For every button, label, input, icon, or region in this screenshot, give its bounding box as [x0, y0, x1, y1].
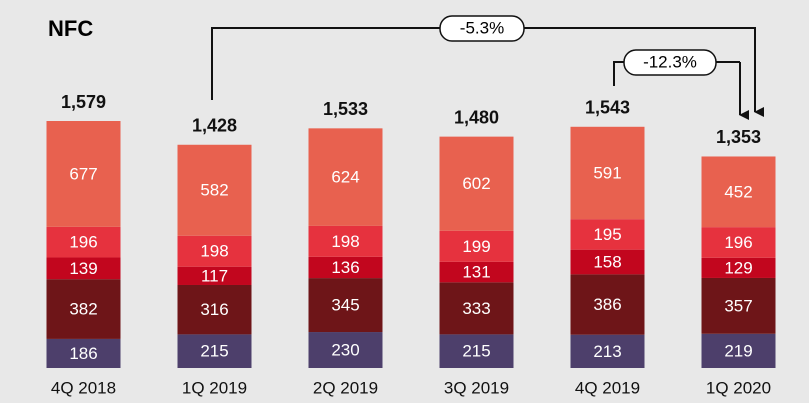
total-label: 1,533: [323, 99, 368, 119]
x-tick-label: 4Q 2019: [575, 378, 640, 397]
bar-segment: [308, 128, 383, 226]
bar-segment: [46, 338, 121, 368]
segment-label: 198: [200, 242, 228, 261]
segment-label: 215: [200, 342, 228, 361]
annotation-box: [623, 49, 717, 76]
bar-segment: [308, 278, 383, 333]
bar-segment: [439, 230, 514, 262]
x-tick-label: 3Q 2019: [444, 378, 509, 397]
bar-segment: [308, 225, 383, 257]
annotation: -5.3%: [460, 18, 504, 37]
segment-label: 357: [724, 296, 752, 315]
bar-segment: [701, 333, 776, 368]
bar-segment: [46, 121, 121, 227]
bar-segment: [46, 226, 121, 258]
segment-label: 382: [69, 300, 97, 319]
bar-segment: [177, 284, 252, 335]
segment-label: 333: [462, 299, 490, 318]
bar-segment: [701, 227, 776, 258]
total-label: 1,579: [61, 92, 106, 112]
bar-segment: [439, 282, 514, 335]
bar-segment: [701, 277, 776, 334]
segment-label: 195: [593, 225, 621, 244]
bar-segment: [570, 274, 645, 335]
chart-title: NFC: [48, 16, 93, 41]
total-label: 1,353: [716, 127, 761, 147]
segment-label: 452: [724, 182, 752, 201]
total-label: 1,480: [454, 107, 499, 127]
segment-label: 196: [69, 233, 97, 252]
annotation-box: [439, 15, 525, 42]
bar-segment: [46, 257, 121, 280]
segment-label: 131: [462, 263, 490, 282]
x-tick-label: 4Q 2018: [51, 378, 116, 397]
segment-label: 117: [201, 266, 228, 285]
segment-label: 602: [462, 174, 490, 193]
bar-segment: [308, 332, 383, 368]
segment-label: 624: [331, 168, 359, 187]
bar-segment: [177, 334, 252, 368]
segment-label: 219: [724, 341, 752, 360]
segment-label: 215: [462, 342, 490, 361]
segment-label: 158: [593, 252, 621, 271]
segment-label: 677: [69, 164, 97, 183]
bar-segment: [570, 126, 645, 220]
segment-label: 230: [331, 341, 359, 360]
total-label: 1,428: [192, 116, 237, 136]
x-tick-label: 1Q 2019: [182, 378, 247, 397]
bar-segment: [701, 257, 776, 278]
bar-segment: [177, 266, 252, 285]
bar-segment: [177, 144, 252, 236]
bar-segment: [570, 219, 645, 250]
bar-segment: [46, 279, 121, 339]
segment-label: 213: [593, 342, 621, 361]
total-label: 1,543: [585, 98, 630, 118]
segment-label: 582: [200, 181, 228, 200]
bar-segment: [308, 256, 383, 279]
bar-segment: [439, 334, 514, 368]
segment-label: 386: [593, 295, 621, 314]
segment-label: 186: [69, 344, 97, 363]
segment-label: 316: [200, 300, 228, 319]
segment-label: 591: [593, 163, 621, 182]
segment-label: 199: [462, 237, 490, 256]
segment-label: 196: [724, 233, 752, 252]
bar-segment: [570, 334, 645, 368]
bar-segment: [439, 261, 514, 283]
bar-segment: [177, 235, 252, 267]
segment-label: 129: [724, 258, 752, 277]
bar-segment: [570, 249, 645, 275]
annotation: -12.3%: [643, 52, 697, 71]
x-tick-label: 1Q 2020: [706, 378, 771, 397]
segment-label: 139: [69, 259, 97, 278]
segment-label: 198: [331, 232, 359, 251]
x-tick-label: 2Q 2019: [313, 378, 378, 397]
segment-label: 136: [331, 258, 359, 277]
segment-label: 345: [331, 296, 359, 315]
bar-segment: [701, 156, 776, 228]
bar-segment: [439, 136, 514, 231]
